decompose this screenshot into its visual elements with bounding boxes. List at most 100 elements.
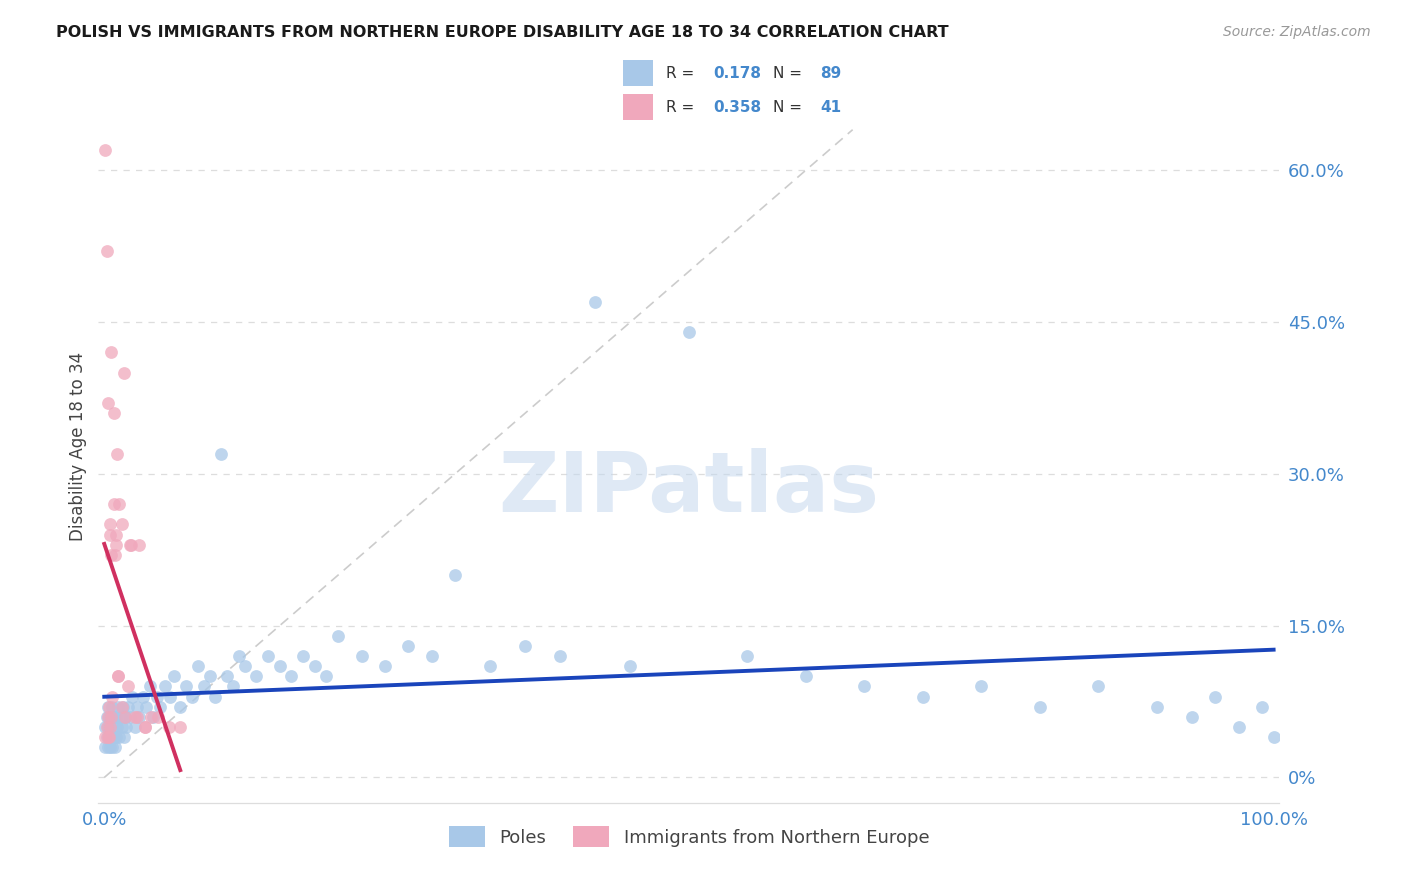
Point [105, 720, 128, 734]
Point [174, 680, 197, 694]
Point [97, 699, 120, 714]
Point [125, 710, 148, 724]
Point [128, 710, 150, 724]
Point [98, 720, 121, 734]
Point [118, 538, 141, 552]
Point [103, 497, 125, 511]
Point [97, 710, 120, 724]
Point [304, 659, 326, 673]
Point [101, 690, 124, 704]
Point [97, 740, 120, 755]
Point [98, 740, 121, 755]
Point [135, 699, 157, 714]
Point [107, 669, 129, 683]
Text: 0.178: 0.178 [713, 66, 761, 81]
Point [134, 720, 156, 734]
Point [1181, 710, 1204, 724]
Point [111, 699, 134, 714]
Point [233, 659, 256, 673]
Point [153, 680, 176, 694]
Point [96, 244, 118, 259]
Point [105, 447, 128, 461]
Point [104, 720, 127, 734]
Point [98, 720, 121, 734]
Point [97, 730, 120, 744]
Point [1263, 730, 1285, 744]
Point [257, 648, 280, 663]
Point [96, 730, 118, 744]
Point [1251, 699, 1274, 714]
Point [228, 648, 250, 663]
Point [100, 548, 122, 562]
Point [209, 447, 232, 461]
Point [96, 710, 118, 724]
Text: R =: R = [666, 66, 700, 81]
Point [114, 710, 136, 724]
Point [104, 538, 127, 552]
Point [970, 680, 993, 694]
Point [100, 710, 122, 724]
Point [292, 648, 315, 663]
Point [142, 710, 165, 724]
Text: 89: 89 [820, 66, 841, 81]
Point [1146, 699, 1168, 714]
Point [515, 639, 537, 653]
Point [245, 669, 267, 683]
Point [193, 680, 215, 694]
Point [157, 720, 180, 734]
Point [108, 497, 131, 511]
Point [97, 396, 120, 410]
Point [103, 730, 125, 744]
Point [374, 659, 396, 673]
Point [112, 730, 135, 744]
Point [583, 294, 606, 309]
Point [103, 710, 125, 724]
Point [269, 659, 291, 673]
Point [104, 527, 127, 541]
Point [98, 527, 121, 541]
Point [169, 720, 191, 734]
Point [1029, 699, 1052, 714]
Point [479, 659, 502, 673]
Point [911, 690, 934, 704]
Point [1204, 690, 1226, 704]
Point [198, 669, 221, 683]
Y-axis label: Disability Age 18 to 34: Disability Age 18 to 34 [69, 351, 87, 541]
Point [444, 568, 467, 582]
Point [110, 710, 132, 724]
Point [112, 366, 135, 380]
Point [326, 629, 349, 643]
Point [100, 345, 122, 359]
Point [159, 690, 181, 704]
Point [619, 659, 641, 673]
Point [139, 680, 162, 694]
Legend: Poles, Immigrants from Northern Europe: Poles, Immigrants from Northern Europe [441, 819, 936, 855]
FancyBboxPatch shape [623, 61, 652, 87]
Point [114, 710, 136, 724]
Point [146, 690, 169, 704]
Point [104, 730, 127, 744]
Point [96, 720, 118, 734]
Point [120, 538, 142, 552]
Point [678, 325, 700, 339]
Text: N =: N = [773, 100, 807, 115]
Point [111, 720, 134, 734]
Point [181, 690, 204, 704]
Point [104, 710, 127, 724]
Point [737, 648, 759, 663]
Text: POLISH VS IMMIGRANTS FROM NORTHERN EUROPE DISABILITY AGE 18 TO 34 CORRELATION CH: POLISH VS IMMIGRANTS FROM NORTHERN EUROP… [56, 25, 949, 40]
Point [117, 680, 139, 694]
Point [103, 406, 125, 420]
Point [94, 720, 117, 734]
Point [97, 730, 120, 744]
Point [853, 680, 876, 694]
Point [108, 730, 131, 744]
Point [134, 720, 156, 734]
Point [149, 699, 172, 714]
Point [111, 699, 134, 714]
Text: N =: N = [773, 66, 807, 81]
Point [420, 648, 443, 663]
Point [128, 538, 150, 552]
FancyBboxPatch shape [623, 95, 652, 120]
Point [315, 669, 337, 683]
